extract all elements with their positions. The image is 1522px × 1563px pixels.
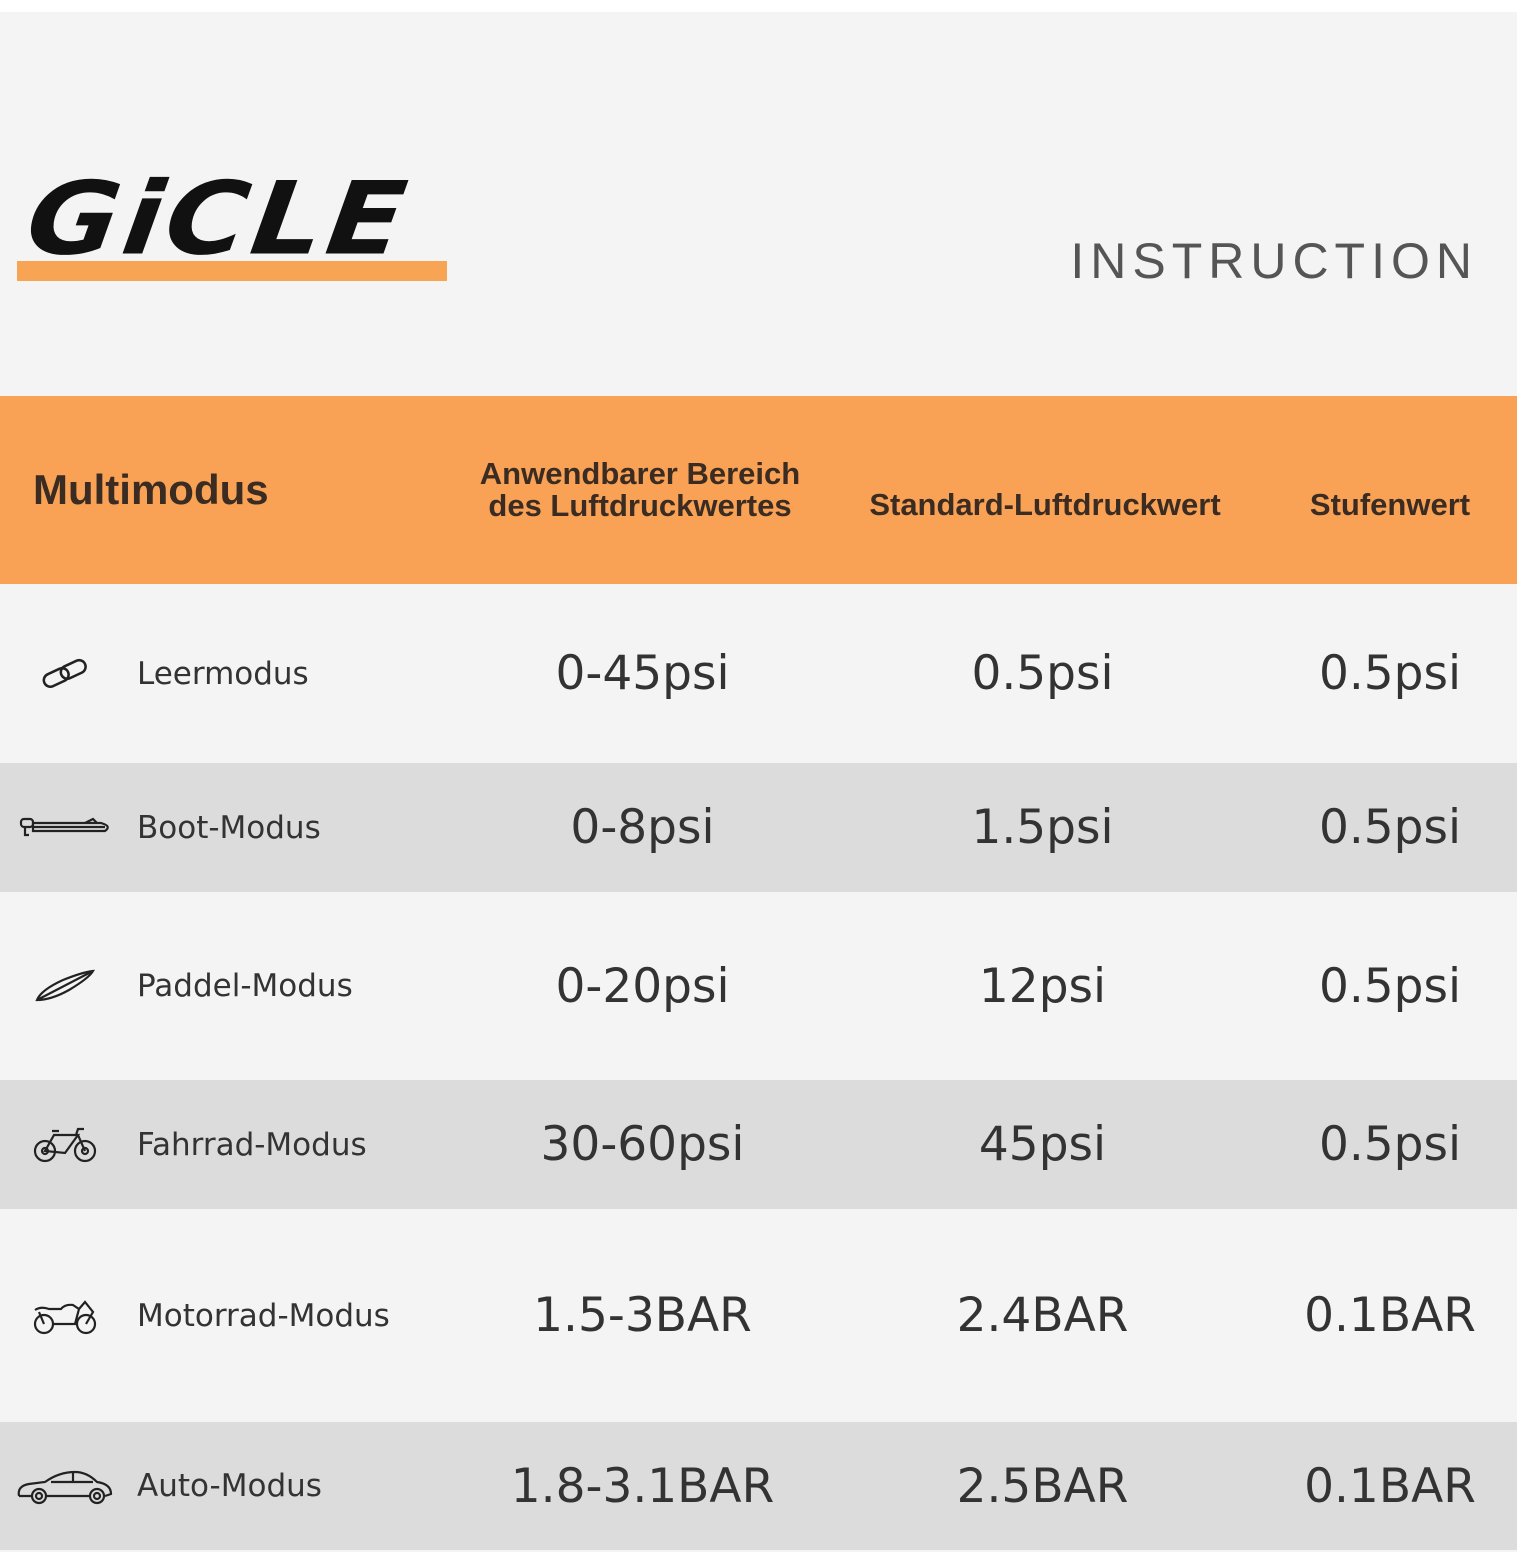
standard-value: 1.5psi [971, 800, 1114, 855]
link-icon [12, 584, 117, 763]
page-title: INSTRUCTION [1070, 233, 1478, 289]
mode-label: Fahrrad-Modus [137, 1126, 367, 1163]
standard-value: 12psi [978, 958, 1107, 1014]
table-row: Motorrad-Modus 1.5-3BAR 2.4BAR 0.1BAR [0, 1209, 1517, 1422]
mode-label: Auto-Modus [137, 1468, 322, 1504]
step-value: 0.5psi [1318, 1117, 1462, 1172]
header-step: Stufenwert [1309, 487, 1471, 522]
table-row: Fahrrad-Modus 30-60psi 45psi 0.5psi [0, 1080, 1517, 1209]
step-value: 0.5psi [1318, 958, 1462, 1014]
mode-label: Paddel-Modus [137, 968, 353, 1004]
step-value: 0.1BAR [1304, 1288, 1476, 1343]
boat-icon [12, 763, 117, 892]
table-row: Boot-Modus 0-8psi 1.5psi 0.5psi [0, 763, 1517, 892]
table-header: Multimodus Anwendbarer Bereich des Luftd… [0, 396, 1517, 584]
step-value: 0.5psi [1318, 646, 1462, 701]
logo-underline [17, 261, 447, 281]
bicycle-icon [12, 1080, 117, 1209]
car-icon [12, 1422, 117, 1550]
standard-value: 0.5psi [971, 646, 1114, 701]
paddleboard-icon [12, 892, 117, 1080]
table-row: Leermodus 0-45psi 0.5psi 0.5psi [0, 584, 1517, 763]
mode-label: Leermodus [137, 655, 309, 692]
gicle-logo: GiCLE [17, 161, 449, 285]
step-value: 0.5psi [1318, 800, 1462, 855]
table-row: Auto-Modus 1.8-3.1BAR 2.5BAR 0.1BAR [0, 1422, 1517, 1550]
standard-value: 2.5BAR [956, 1458, 1129, 1514]
header-standard: Standard-Luftdruckwert [869, 487, 1221, 522]
range-value: 0-20psi [555, 958, 730, 1014]
header-range: Anwendbarer Bereich des Luftdruckwertes [479, 456, 801, 523]
range-value: 1.5-3BAR [533, 1288, 752, 1343]
range-value: 30-60psi [540, 1117, 745, 1172]
table-row: Paddel-Modus 0-20psi 12psi 0.5psi [0, 892, 1517, 1080]
range-value: 0-8psi [570, 800, 715, 855]
mode-label: Boot-Modus [137, 809, 321, 846]
step-value: 0.1BAR [1304, 1458, 1476, 1514]
mode-label: Motorrad-Modus [137, 1297, 390, 1334]
logo-text: GiCLE [19, 161, 417, 278]
standard-value: 2.4BAR [956, 1288, 1129, 1343]
motorcycle-icon [12, 1209, 117, 1422]
range-value: 0-45psi [555, 646, 730, 701]
range-value: 1.8-3.1BAR [510, 1458, 775, 1514]
standard-value: 45psi [978, 1117, 1107, 1172]
header-multimodus: Multimodus [33, 466, 269, 513]
